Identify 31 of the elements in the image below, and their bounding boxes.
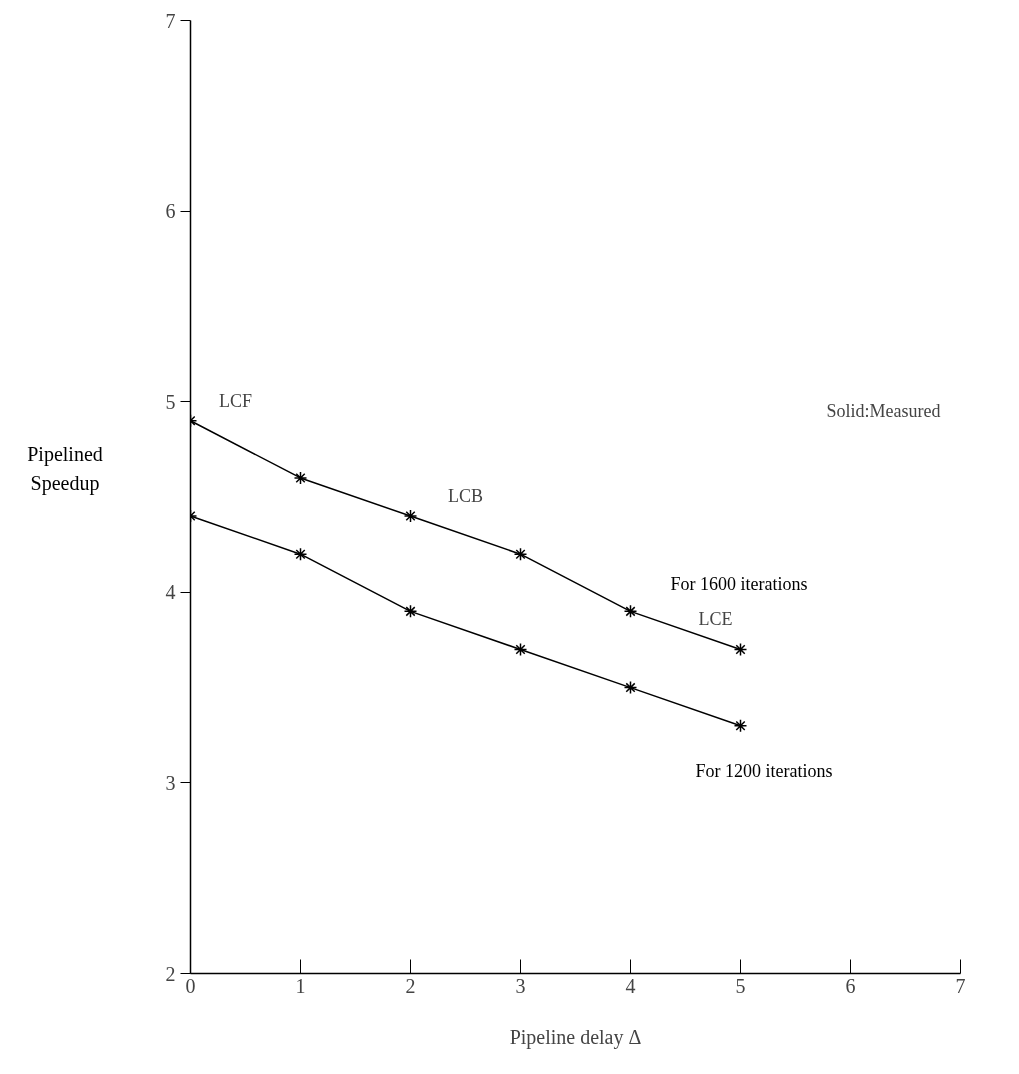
- point: [403, 509, 418, 523]
- y-tick-label: 5: [165, 390, 176, 413]
- annotation: Solid:Measured: [826, 400, 941, 421]
- series-label: For 1600 iterations: [670, 574, 808, 595]
- y-tick-label: 3: [165, 771, 176, 794]
- x-tick-label: 5: [735, 974, 746, 997]
- point: [513, 547, 528, 561]
- point: [513, 642, 528, 657]
- point: [623, 604, 638, 619]
- x-tick-label: 2: [405, 974, 416, 997]
- point: [733, 718, 748, 733]
- x-tick-label: 7: [955, 974, 966, 997]
- x-tick-label: 1: [295, 974, 306, 997]
- y-tick-label: 7: [165, 9, 176, 32]
- x-tick-label: 0: [185, 974, 196, 997]
- point: [733, 642, 748, 657]
- annotation: LCE: [698, 609, 733, 630]
- point: [293, 547, 308, 561]
- y-axis-title: Pipelined Speedup: [26, 442, 104, 497]
- point: [623, 680, 638, 695]
- point: [293, 471, 308, 485]
- x-axis-title: Pipeline delay Δ: [509, 1025, 642, 1049]
- annotation: LCF: [218, 390, 253, 411]
- x-tick-label: 6: [845, 974, 856, 997]
- y-tick-label: 4: [165, 581, 176, 604]
- text: For 1200 iterations: [695, 760, 833, 781]
- x-tick-label: 4: [625, 974, 636, 997]
- annotation: LCB: [448, 486, 484, 507]
- x-tick-label: 3: [515, 974, 526, 997]
- y-tick-label: 6: [165, 200, 176, 223]
- point: [403, 604, 418, 619]
